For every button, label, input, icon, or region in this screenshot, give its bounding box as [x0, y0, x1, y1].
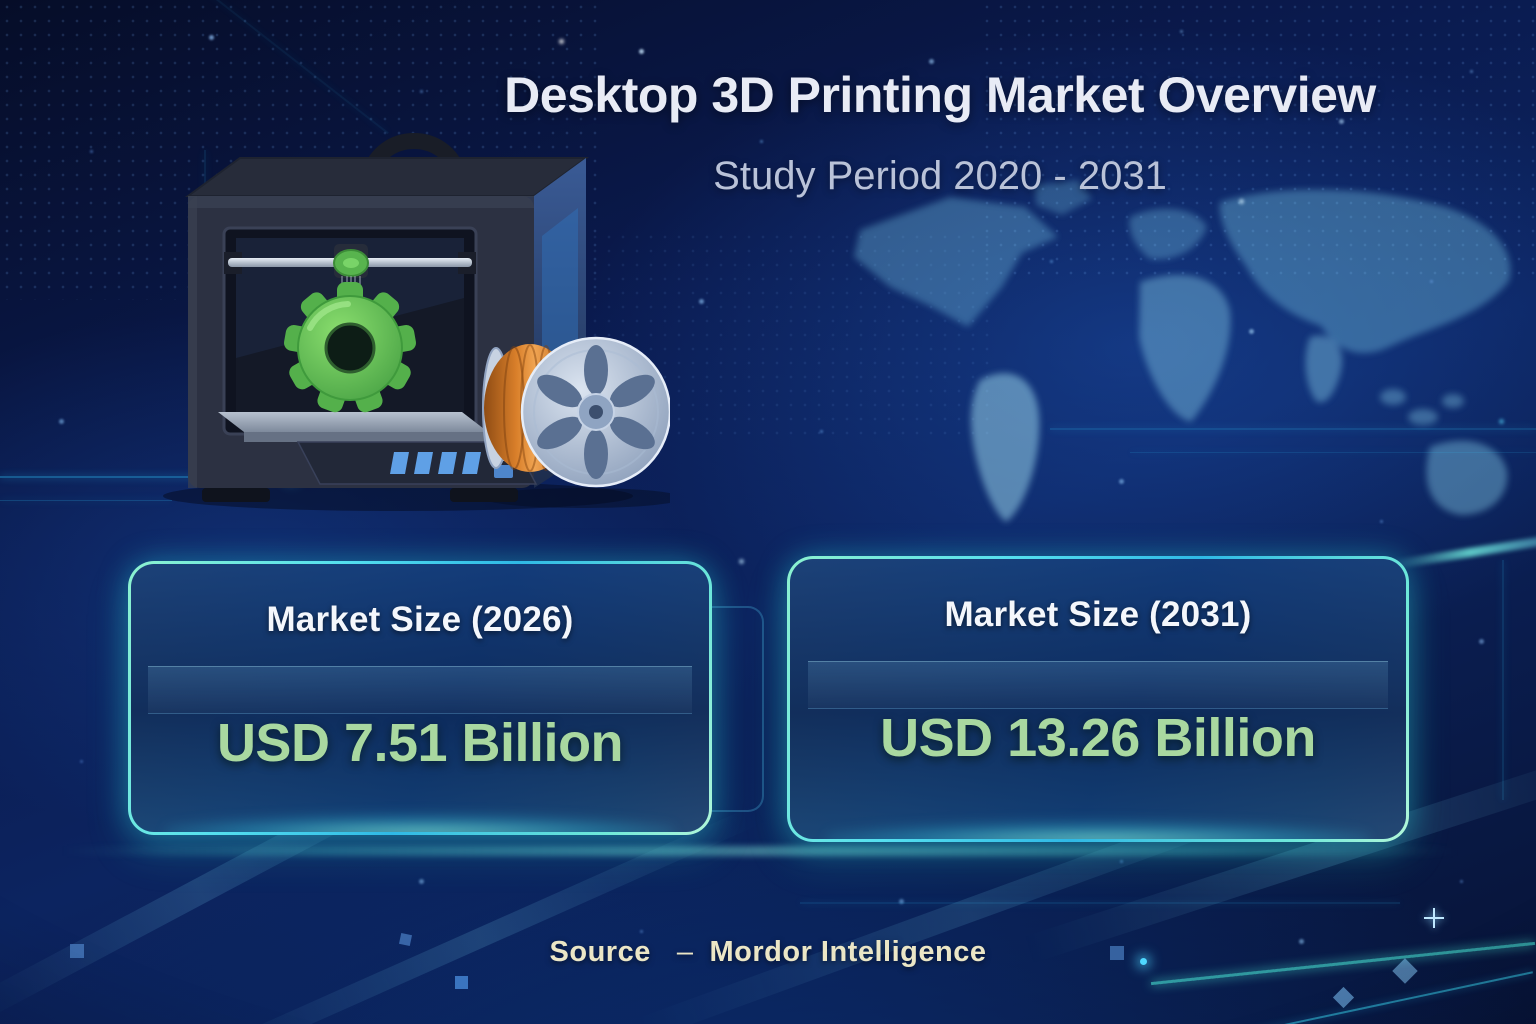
card-label: Market Size (2031): [944, 595, 1252, 634]
glow-band: [60, 846, 1460, 856]
circuit-line: [0, 500, 172, 501]
card-body: Market Size (2031) USD 13.26 Billion: [790, 559, 1406, 839]
card-echo-outline: [712, 606, 764, 812]
source-label: Source: [549, 936, 651, 968]
pixel-square: [1332, 986, 1355, 1009]
card-body: Market Size (2026) USD 7.51 Billion: [131, 564, 709, 832]
printer-illustration: [163, 133, 670, 511]
source-value: Mordor Intelligence: [709, 936, 987, 968]
filament-spool-icon: [482, 336, 670, 488]
circuit-line: [1502, 560, 1504, 800]
circuit-line: [1243, 971, 1533, 1024]
card-value: USD 7.51 Billion: [216, 713, 624, 773]
pixel-square: [455, 976, 468, 989]
card-label: Market Size (2026): [266, 600, 574, 639]
world-map-icon: [854, 180, 1511, 522]
market-size-2031-card: Market Size (2031) USD 13.26 Billion: [787, 556, 1409, 842]
card-value: USD 13.26 Billion: [880, 708, 1316, 768]
source-separator: –: [676, 936, 694, 968]
sparkle-icon: [1424, 908, 1444, 928]
market-size-2026-card: Market Size (2026) USD 7.51 Billion: [128, 561, 712, 835]
source-line: Source – Mordor Intelligence: [0, 936, 1536, 969]
circuit-line: [800, 902, 1400, 904]
circuit-line: [1050, 428, 1536, 430]
circuit-line: [1130, 452, 1536, 453]
glow-particles: [0, 0, 3, 3]
